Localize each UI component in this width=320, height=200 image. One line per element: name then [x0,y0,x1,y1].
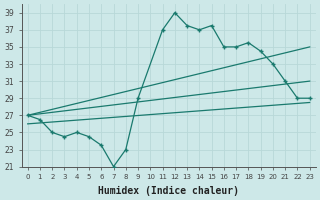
X-axis label: Humidex (Indice chaleur): Humidex (Indice chaleur) [98,186,239,196]
